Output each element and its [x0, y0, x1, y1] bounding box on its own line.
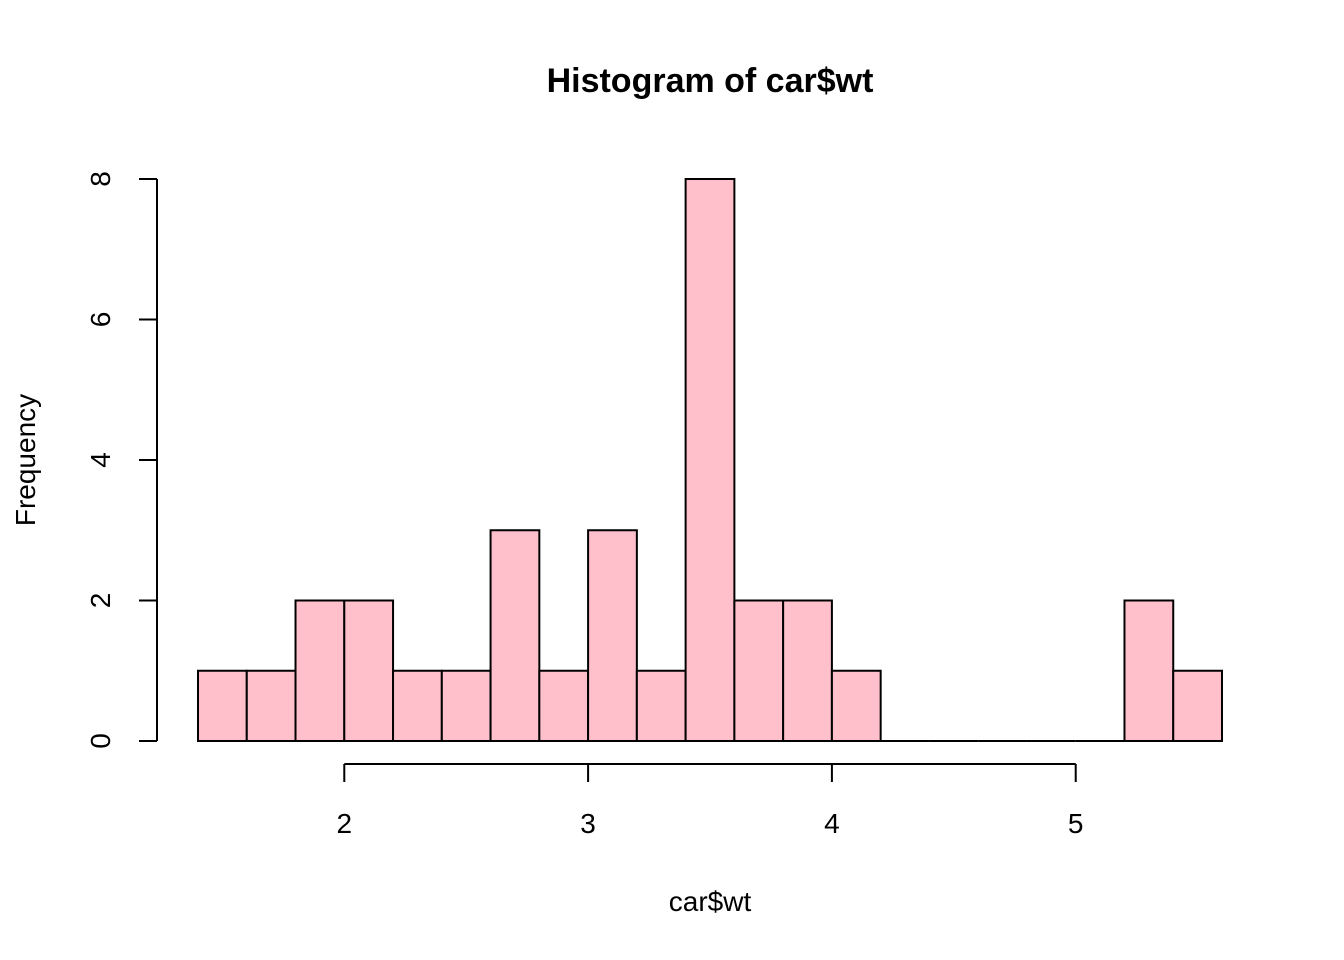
histogram-bar — [343, 599, 395, 742]
x-tick-label: 5 — [1068, 808, 1084, 839]
histogram-bar — [294, 599, 346, 742]
bars-group — [197, 178, 1223, 742]
histogram-bar — [440, 669, 492, 742]
histogram-bar — [392, 669, 443, 742]
x-tick-label: 4 — [824, 808, 840, 839]
histogram-bar — [635, 669, 687, 742]
histogram-bar — [245, 669, 297, 742]
histogram-bar — [733, 599, 785, 742]
histogram-bar — [1172, 669, 1223, 742]
histogram-bar — [197, 669, 248, 742]
y-tick-label: 2 — [85, 593, 116, 609]
chart-title: Histogram of car$wt — [547, 62, 874, 100]
x-tick-label: 2 — [336, 808, 352, 839]
y-tick-label: 4 — [85, 452, 116, 468]
x-axis-label: car$wt — [669, 886, 752, 917]
histogram-bar — [587, 529, 638, 742]
y-tick-label: 6 — [85, 312, 116, 328]
y-tick-label: 0 — [85, 733, 116, 749]
histogram-bar — [830, 669, 882, 742]
histogram-bar — [538, 669, 590, 742]
histogram-bar — [684, 178, 736, 742]
y-axis-label: Frequency — [10, 394, 41, 526]
y-tick-label: 8 — [85, 171, 116, 187]
histogram-bar — [1123, 599, 1175, 742]
x-axis: 2 3 4 5 — [336, 763, 1084, 839]
histogram-bar — [782, 599, 833, 742]
histogram-bar — [489, 529, 541, 742]
y-axis: 0 2 4 6 8 — [85, 171, 158, 749]
x-tick-label: 3 — [580, 808, 596, 839]
